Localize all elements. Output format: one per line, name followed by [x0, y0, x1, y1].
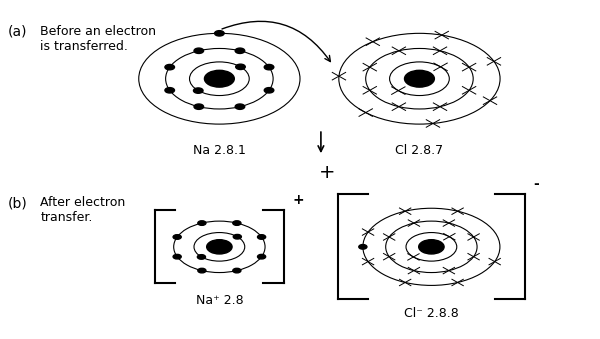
- Circle shape: [235, 104, 245, 109]
- Text: Cl⁻ 2.8.8: Cl⁻ 2.8.8: [404, 307, 459, 320]
- Circle shape: [233, 221, 241, 225]
- Circle shape: [257, 235, 266, 239]
- Circle shape: [206, 240, 232, 254]
- FancyArrowPatch shape: [222, 21, 331, 62]
- Text: After electron
transfer.: After electron transfer.: [40, 196, 125, 224]
- Text: (a): (a): [7, 25, 27, 39]
- Circle shape: [215, 31, 224, 36]
- Circle shape: [197, 255, 205, 259]
- Circle shape: [235, 48, 245, 54]
- Circle shape: [205, 70, 235, 87]
- Text: Na 2.8.1: Na 2.8.1: [193, 144, 246, 157]
- Text: Cl 2.8.7: Cl 2.8.7: [395, 144, 443, 157]
- Circle shape: [173, 235, 181, 239]
- Circle shape: [193, 88, 203, 93]
- Circle shape: [264, 64, 274, 70]
- Circle shape: [404, 70, 434, 87]
- Text: -: -: [533, 177, 539, 191]
- Circle shape: [198, 268, 206, 273]
- Circle shape: [257, 254, 266, 259]
- Circle shape: [194, 48, 203, 54]
- Circle shape: [236, 64, 245, 69]
- Circle shape: [198, 221, 206, 225]
- Circle shape: [359, 244, 367, 249]
- Text: Before an electron
is transferred.: Before an electron is transferred.: [40, 25, 156, 53]
- Circle shape: [194, 104, 203, 109]
- Circle shape: [233, 268, 241, 273]
- Circle shape: [233, 235, 241, 239]
- Circle shape: [173, 254, 181, 259]
- Circle shape: [264, 87, 274, 93]
- Text: +: +: [293, 193, 305, 207]
- Circle shape: [419, 240, 444, 254]
- Circle shape: [165, 87, 175, 93]
- Text: (b): (b): [7, 196, 27, 211]
- Text: Na⁺ 2.8: Na⁺ 2.8: [196, 294, 243, 307]
- Text: +: +: [319, 163, 335, 182]
- Circle shape: [165, 64, 175, 70]
